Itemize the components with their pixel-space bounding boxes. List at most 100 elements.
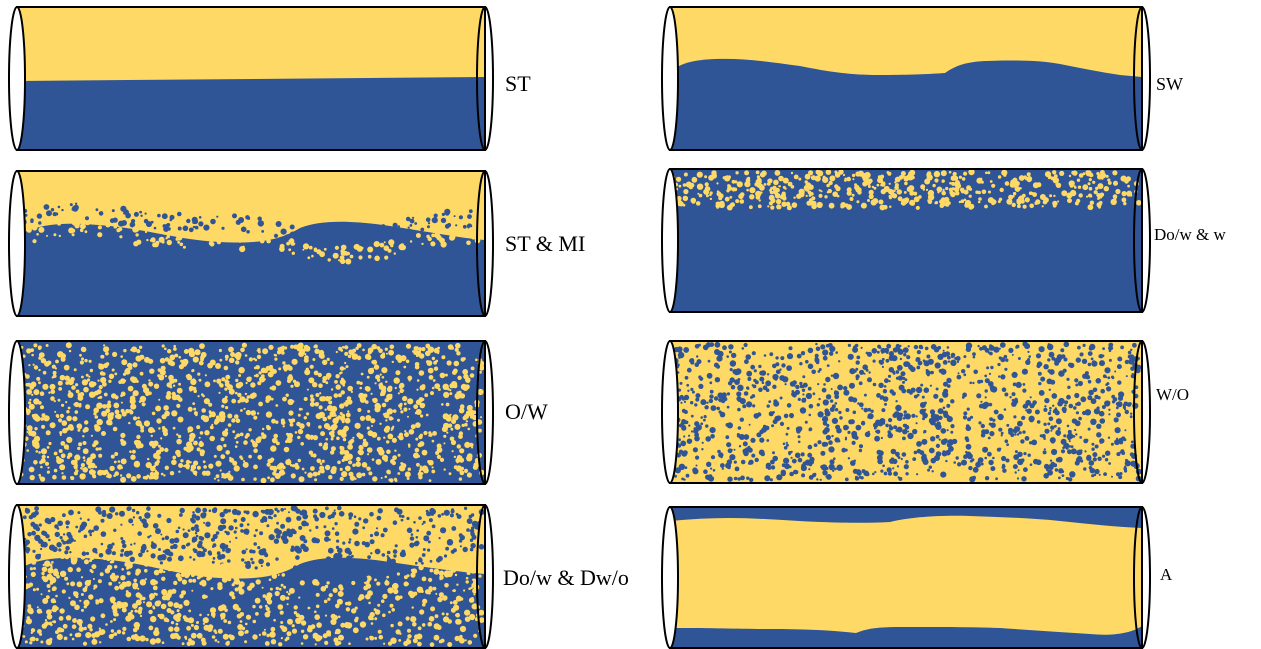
- droplet: [991, 183, 996, 188]
- droplet: [65, 342, 72, 349]
- droplet: [329, 361, 334, 366]
- droplet: [772, 411, 775, 414]
- droplet: [122, 601, 129, 608]
- droplet: [173, 614, 180, 621]
- droplet: [167, 349, 172, 354]
- droplet: [120, 394, 123, 398]
- droplet: [68, 596, 71, 600]
- droplet: [110, 620, 113, 623]
- droplet: [852, 397, 858, 403]
- droplet: [279, 594, 286, 601]
- droplet: [30, 628, 36, 633]
- droplet: [247, 377, 252, 382]
- droplet: [868, 193, 874, 200]
- droplet: [1090, 357, 1094, 361]
- droplet: [245, 215, 250, 220]
- droplet: [913, 344, 919, 350]
- droplet: [70, 581, 76, 587]
- droplet: [755, 170, 760, 175]
- droplet: [936, 186, 943, 193]
- droplet: [1101, 405, 1106, 409]
- droplet: [1072, 170, 1078, 176]
- droplet: [379, 373, 382, 376]
- droplet: [72, 416, 78, 422]
- droplet: [962, 415, 968, 420]
- droplet: [150, 615, 157, 623]
- droplet: [118, 222, 122, 226]
- droplet: [355, 566, 360, 571]
- droplet: [717, 449, 721, 454]
- droplet: [397, 418, 400, 422]
- droplet: [370, 572, 375, 578]
- droplet: [85, 633, 89, 637]
- droplet: [31, 414, 36, 418]
- droplet: [1014, 433, 1017, 436]
- droplet: [433, 568, 440, 575]
- droplet: [227, 423, 232, 427]
- droplet: [152, 605, 155, 608]
- droplet: [816, 403, 820, 407]
- pipe-left-end: [661, 168, 679, 313]
- droplet: [81, 375, 84, 379]
- droplet: [120, 432, 126, 438]
- droplet: [778, 371, 781, 374]
- droplet: [404, 576, 407, 579]
- droplet: [950, 175, 956, 181]
- droplet: [767, 179, 771, 183]
- droplet: [402, 389, 405, 392]
- droplet: [381, 224, 386, 229]
- droplet: [1094, 468, 1100, 475]
- droplet: [52, 374, 57, 378]
- droplet: [687, 389, 690, 392]
- droplet: [207, 613, 210, 616]
- droplet: [790, 456, 793, 459]
- droplet: [161, 414, 167, 420]
- droplet: [99, 395, 103, 399]
- pipe-left-end: [8, 170, 26, 317]
- droplet: [141, 518, 147, 524]
- droplet: [930, 457, 937, 464]
- droplet: [893, 471, 898, 477]
- droplet: [188, 446, 194, 452]
- droplet: [371, 425, 373, 427]
- pipe-right-end: [1133, 6, 1151, 151]
- droplet: [57, 205, 61, 209]
- droplet: [301, 238, 304, 241]
- droplet: [447, 642, 453, 647]
- droplet: [138, 552, 143, 558]
- droplet: [984, 429, 990, 435]
- droplet: [453, 383, 458, 389]
- droplet: [262, 594, 267, 598]
- droplet: [195, 413, 198, 417]
- droplet: [330, 567, 337, 574]
- droplet: [304, 471, 307, 474]
- droplet: [1082, 410, 1087, 416]
- droplet: [123, 348, 127, 353]
- droplet: [867, 185, 871, 188]
- droplet: [282, 465, 286, 470]
- droplet: [107, 412, 114, 419]
- water-droplets: [670, 341, 1142, 483]
- droplet: [1053, 174, 1058, 179]
- droplet: [838, 169, 844, 175]
- droplet: [60, 459, 64, 463]
- droplet: [818, 397, 821, 401]
- droplet: [963, 411, 968, 416]
- droplet: [940, 471, 947, 478]
- droplet: [41, 454, 46, 459]
- droplet: [315, 567, 319, 571]
- droplet: [441, 512, 444, 516]
- droplet: [1089, 343, 1096, 350]
- droplet: [95, 208, 99, 212]
- droplet: [164, 375, 167, 378]
- droplet: [891, 370, 895, 374]
- droplet: [847, 353, 854, 360]
- droplet: [1067, 449, 1072, 455]
- droplet: [386, 575, 390, 579]
- droplet: [202, 570, 207, 576]
- droplet: [385, 425, 391, 431]
- droplet: [195, 527, 200, 533]
- droplet: [88, 529, 93, 534]
- droplet: [1049, 409, 1052, 412]
- droplet: [394, 449, 397, 452]
